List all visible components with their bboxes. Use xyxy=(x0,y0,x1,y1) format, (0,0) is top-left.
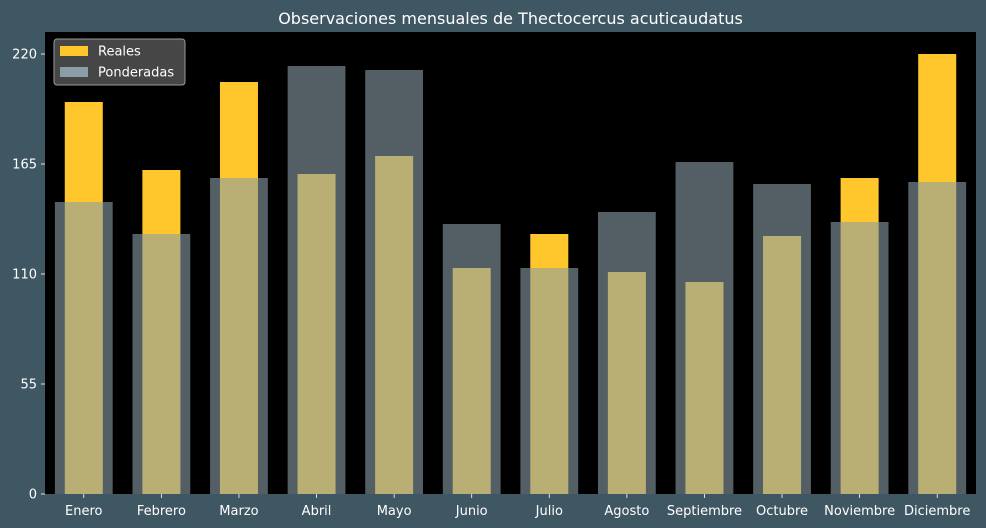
x-tick-label: Marzo xyxy=(219,504,258,519)
x-tick-label: Enero xyxy=(65,504,103,519)
bar-ponderadas xyxy=(675,162,734,494)
bar-ponderadas xyxy=(753,184,811,494)
bars-layer xyxy=(54,54,967,494)
x-tick-label: Julio xyxy=(535,504,563,519)
bar-ponderadas xyxy=(830,222,889,494)
bar-ponderadas xyxy=(132,234,191,494)
legend: Reales Ponderadas xyxy=(53,38,186,86)
x-tick-label: Noviembre xyxy=(824,504,895,519)
x-tick-label: Mayo xyxy=(377,504,412,519)
chart-title: Observaciones mensuales de Thectocercus … xyxy=(278,9,743,28)
y-tick-label: 220 xyxy=(12,48,37,63)
x-tick-label: Junio xyxy=(455,504,488,519)
y-tick-label: 55 xyxy=(20,378,37,393)
plot-area xyxy=(45,32,976,494)
legend-label-ponderadas: Ponderadas xyxy=(98,66,174,81)
legend-label-reales: Reales xyxy=(98,45,141,60)
bar-ponderadas xyxy=(365,70,424,494)
bar-ponderadas xyxy=(442,224,501,494)
bar-ponderadas xyxy=(210,178,268,494)
bar-ponderadas xyxy=(597,212,656,494)
x-tick-label: Abril xyxy=(302,504,332,519)
x-tick-label: Diciembre xyxy=(904,504,970,519)
bar-ponderadas xyxy=(520,268,579,494)
bar-ponderadas xyxy=(287,66,346,494)
axes-layer: Enero Febrero Marzo Abril Mayo Junio Julio Agos… xyxy=(12,48,970,520)
legend-swatch-reales xyxy=(60,46,88,56)
bar-ponderadas xyxy=(908,182,967,494)
y-tick-label: 0 xyxy=(29,488,37,503)
bar-ponderadas xyxy=(54,202,113,494)
x-tick-label: Agosto xyxy=(604,504,649,519)
x-tick-label: Febrero xyxy=(137,504,186,519)
legend-swatch-ponderadas xyxy=(60,67,88,77)
x-tick-label: Octubre xyxy=(756,504,808,519)
y-tick-label: 165 xyxy=(12,158,37,173)
y-tick-label: 110 xyxy=(12,268,37,283)
x-tick-label: Septiembre xyxy=(667,504,742,519)
